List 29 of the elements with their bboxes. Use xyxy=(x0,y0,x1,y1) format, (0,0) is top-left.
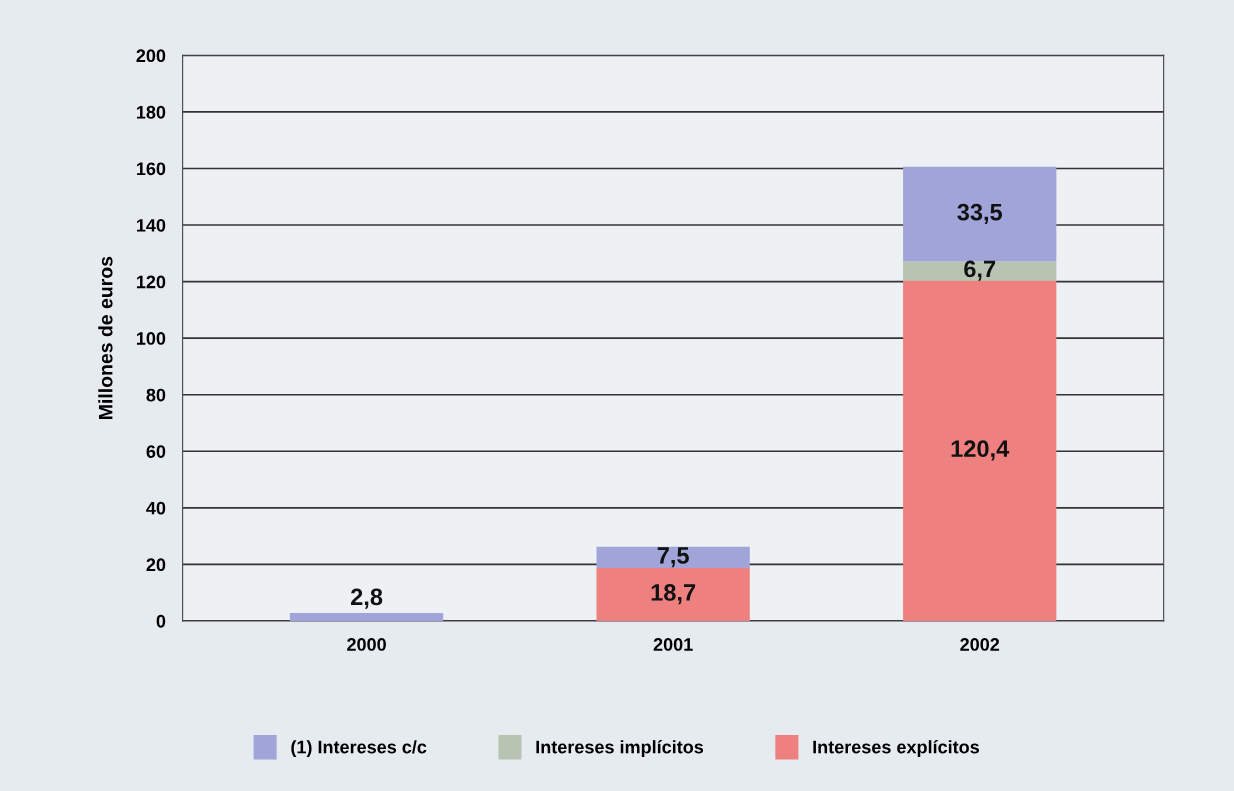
data-label: 120,4 xyxy=(951,440,1010,461)
y-axis-title: Millones de euros xyxy=(98,256,113,419)
y-tick-label: 80 xyxy=(146,388,166,402)
legend-label: (1) Intereses c/c xyxy=(291,740,427,757)
y-tick-label: 160 xyxy=(136,162,166,176)
legend-label: Intereses implícitos xyxy=(536,740,704,757)
bar xyxy=(596,546,750,569)
bar xyxy=(289,613,444,621)
data-label: 2,8 xyxy=(350,588,383,609)
x-tick-label: 2002 xyxy=(960,638,1000,651)
y-tick-label: 100 xyxy=(136,332,166,345)
x-tick-label: 2001 xyxy=(653,638,693,651)
data-label: 18,7 xyxy=(651,584,696,605)
data-label: 33,5 xyxy=(957,203,1003,224)
x-tick-label: 2000 xyxy=(347,638,386,651)
y-tick-label: 120 xyxy=(136,275,166,289)
y-tick-label: 200 xyxy=(136,49,166,63)
data-label: 7,5 xyxy=(657,547,689,568)
bar xyxy=(903,166,1057,262)
y-tick-label: 0 xyxy=(156,614,166,628)
bar xyxy=(596,568,750,621)
data-label: 6,7 xyxy=(964,260,996,281)
y-tick-label: 60 xyxy=(146,445,166,458)
y-tick-label: 40 xyxy=(146,501,166,515)
y-tick-label: 20 xyxy=(146,558,166,572)
legend-label: Intereses explícitos xyxy=(813,740,979,757)
bar xyxy=(903,280,1057,621)
y-tick-label: 140 xyxy=(136,218,166,232)
y-tick-label: 180 xyxy=(136,105,166,119)
